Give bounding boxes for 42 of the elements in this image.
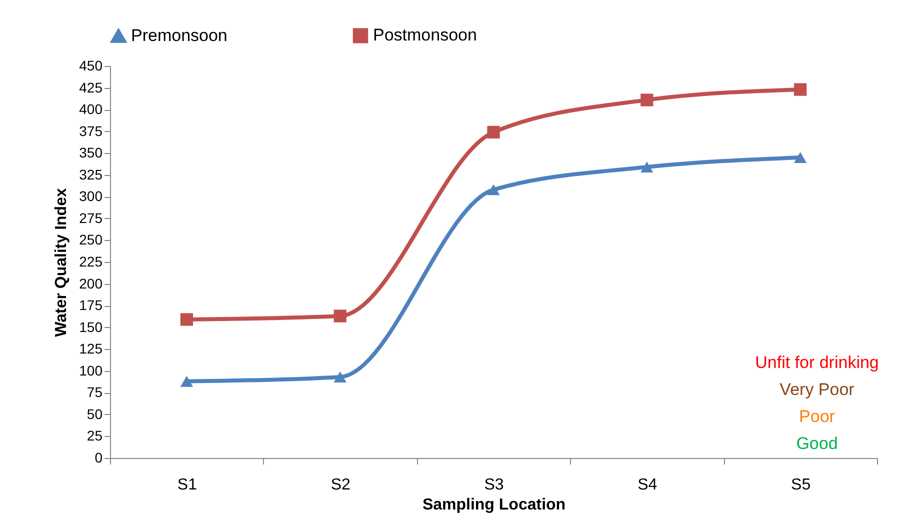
y-tick-label: 350	[79, 144, 103, 161]
point	[640, 162, 654, 173]
point	[180, 313, 194, 326]
legend-label: Premonsoon	[131, 26, 228, 46]
y-tick-label: 400	[79, 101, 103, 118]
annotation: Good	[796, 434, 838, 453]
y-tick-label: 0	[94, 450, 103, 466]
y-tick-label: 125	[79, 340, 103, 357]
point	[180, 376, 194, 387]
y-tick-label: 100	[79, 362, 103, 378]
y-tick-label: 175	[79, 297, 103, 314]
point	[487, 126, 500, 139]
x-tick-label: S2	[330, 476, 350, 494]
x-axis-title: Sampling Location	[422, 496, 566, 514]
y-tick-label: 225	[79, 254, 103, 270]
y-tick-label: 325	[79, 166, 103, 182]
y-axis-title: Water Quality Index	[53, 188, 70, 337]
annotation: Very Poor	[780, 380, 855, 399]
y-tick-label: 275	[79, 210, 103, 226]
annotation: Poor	[799, 407, 836, 426]
y-tick-label: 50	[86, 406, 103, 422]
point	[794, 152, 807, 163]
point	[487, 184, 500, 196]
y-tick-label: 25	[86, 428, 103, 444]
y-tick-label: 150	[79, 318, 103, 335]
x-tick-label: S3	[484, 476, 504, 494]
point	[794, 83, 807, 96]
y-tick-label: 375	[79, 122, 103, 139]
y-tick-label: 75	[86, 384, 103, 400]
x-tick-label: S5	[791, 476, 811, 494]
y-tick-label: 450	[79, 58, 103, 74]
annotation: Unfit for drinking	[755, 353, 879, 372]
legend-label: Postmonsoon	[373, 26, 477, 45]
point	[334, 372, 346, 382]
x-tick-label: S1	[177, 476, 198, 494]
x-tick-label: S4	[638, 476, 658, 494]
point	[640, 94, 654, 106]
y-tick-label: 200	[79, 275, 103, 292]
point	[334, 310, 346, 322]
y-tick-label: 300	[79, 188, 103, 204]
y-tick-label: 250	[79, 232, 103, 248]
y-tick-label: 425	[79, 79, 103, 96]
